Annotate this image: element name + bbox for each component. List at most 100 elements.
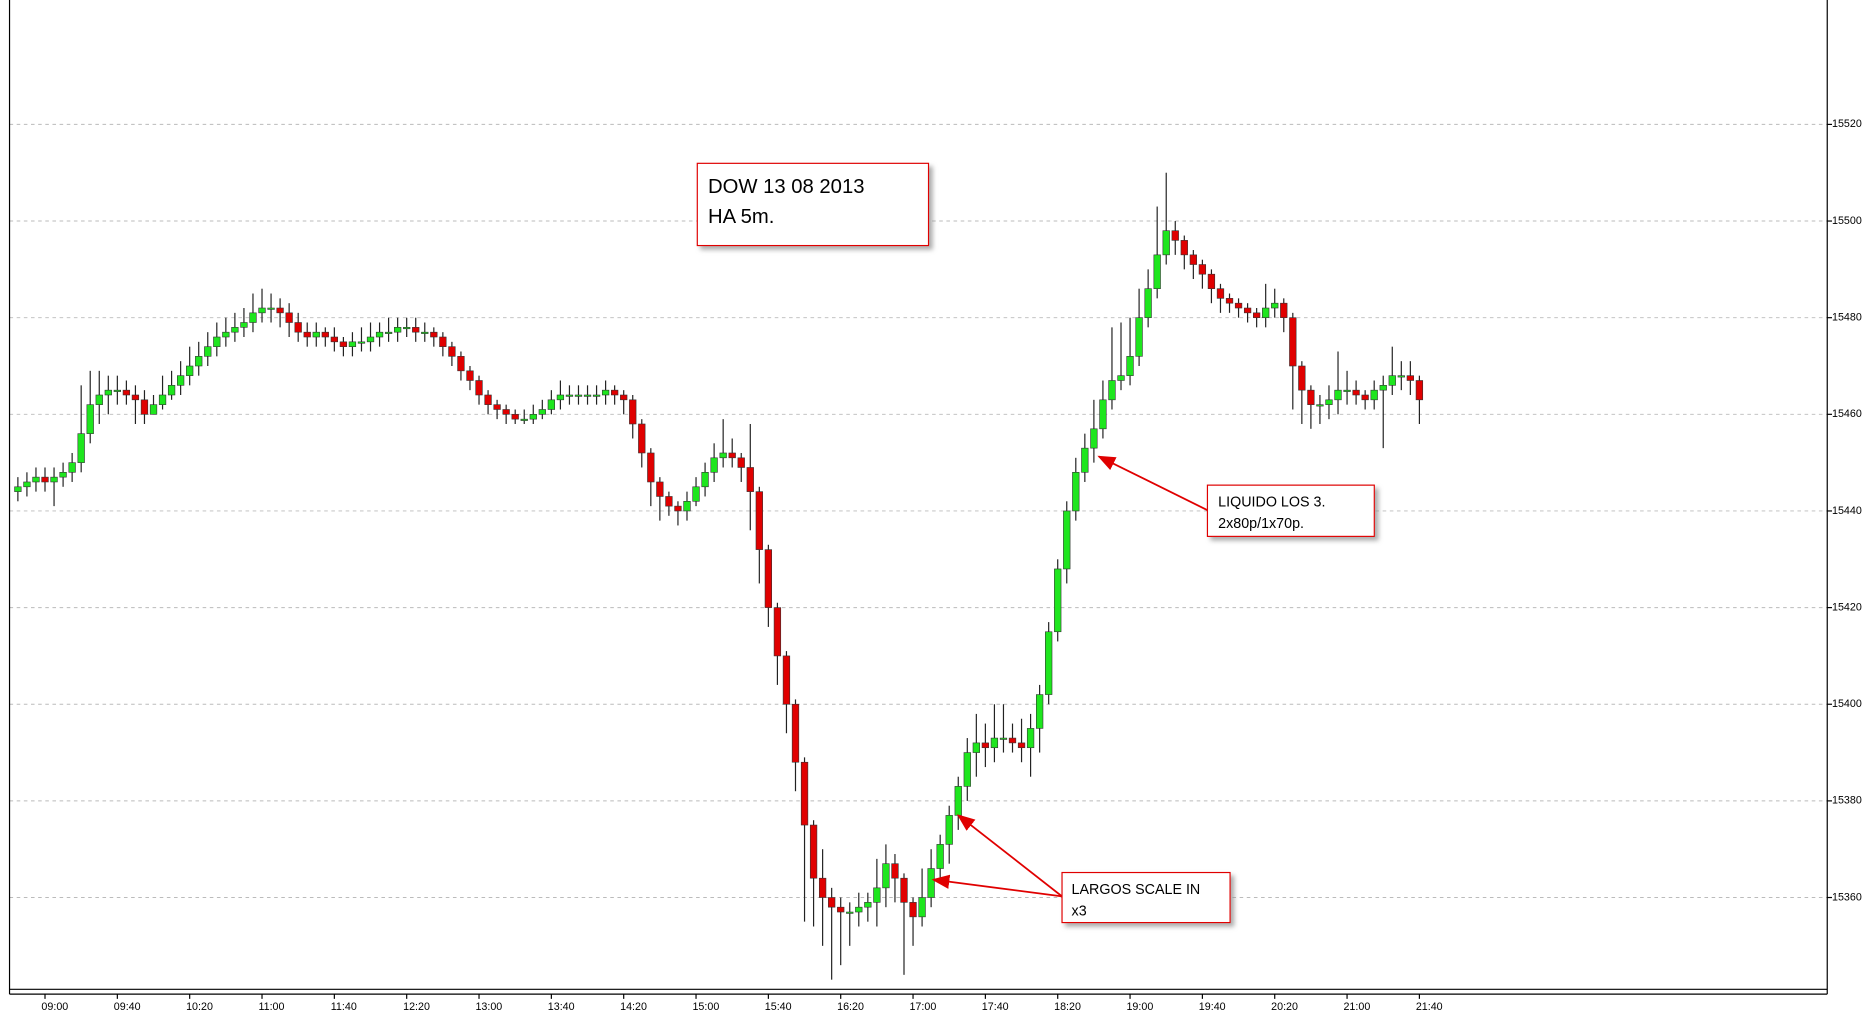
- candle-body: [249, 312, 257, 323]
- candle-body: [149, 404, 158, 415]
- candle-body: [565, 394, 574, 397]
- candle-body: [1316, 404, 1324, 407]
- candle-body: [818, 877, 827, 898]
- candle-body: [855, 906, 863, 913]
- candle-body: [448, 346, 456, 357]
- arrow: [931, 874, 1063, 898]
- candle-body: [909, 902, 917, 918]
- candle-body: [1180, 240, 1188, 256]
- candle-body: [276, 307, 284, 314]
- x-tick-label: 21:00: [1343, 1001, 1370, 1012]
- x-tick-label: 15:00: [692, 1001, 719, 1012]
- candle-body: [68, 462, 76, 473]
- candle-body: [204, 346, 212, 357]
- candle-body: [384, 331, 393, 334]
- candle-body: [846, 911, 854, 914]
- candle-body: [954, 786, 962, 816]
- candle-body: [873, 887, 881, 903]
- candle-body: [14, 486, 22, 492]
- x-tick-label: 21:40: [1416, 1001, 1443, 1012]
- candle-body: [50, 476, 58, 483]
- x-tick-label: 17:40: [982, 1001, 1009, 1012]
- candle-body: [394, 327, 402, 333]
- candle-body: [312, 331, 320, 338]
- candle-body: [656, 481, 664, 497]
- candle-body: [1135, 317, 1143, 357]
- candle-body: [963, 752, 971, 787]
- candle-body: [1343, 389, 1351, 392]
- candle-body: [285, 312, 293, 323]
- candle-body: [493, 404, 501, 410]
- candle-body: [755, 491, 763, 550]
- candle-body: [158, 394, 167, 405]
- candle-body: [104, 389, 112, 396]
- annotation-text: 2x80p/1x70p.: [1218, 516, 1304, 532]
- annotation: LARGOS SCALE IN x3: [1061, 871, 1231, 924]
- candle-body: [484, 394, 492, 405]
- grid: [9, 123, 1828, 898]
- candle-body: [1035, 694, 1044, 729]
- x-tick-label: 16:20: [837, 1001, 864, 1012]
- candle-body: [430, 331, 438, 338]
- candle-body: [1207, 273, 1216, 289]
- candle-body: [710, 457, 718, 473]
- candle-body: [1334, 389, 1342, 401]
- candle-body: [1171, 230, 1179, 241]
- candle-body: [547, 399, 555, 410]
- x-tick-label: 17:00: [909, 1001, 936, 1012]
- candle-body: [258, 307, 266, 314]
- y-tick-label: 15380: [1832, 795, 1862, 807]
- y-tick-label: 15400: [1832, 698, 1862, 710]
- candle-body: [809, 824, 818, 879]
- candle-body: [403, 327, 411, 330]
- candle-body: [1298, 365, 1306, 391]
- candle-body: [945, 815, 953, 845]
- annotation-text: LARGOS SCALE IN: [1072, 882, 1201, 898]
- candle-body: [882, 863, 890, 889]
- candle-body: [231, 327, 239, 333]
- candle-body: [375, 331, 384, 338]
- candle-body: [1162, 230, 1170, 256]
- annotation-text: x3: [1072, 903, 1087, 919]
- candle-body: [1189, 254, 1197, 265]
- candle-body: [1271, 302, 1279, 309]
- candle-body: [728, 452, 736, 459]
- candle-body: [791, 703, 800, 763]
- candle-body: [583, 394, 592, 397]
- candle-body: [1379, 385, 1387, 391]
- x-tick-label: 11:00: [258, 1001, 284, 1012]
- candle-body: [574, 394, 583, 397]
- candle-body: [999, 737, 1008, 740]
- candle-body: [864, 902, 872, 908]
- y-tick-label: 15360: [1832, 891, 1862, 903]
- candle-body: [412, 327, 420, 333]
- x-tick-label: 09:40: [114, 1001, 141, 1012]
- candle-body: [1406, 375, 1414, 381]
- candle-body: [674, 505, 682, 512]
- candle-body: [502, 409, 510, 415]
- candle-body: [267, 307, 275, 310]
- candle-body: [601, 389, 610, 396]
- candle-body: [95, 394, 103, 405]
- candle-body: [782, 655, 791, 705]
- y-tick-label: 15420: [1832, 601, 1862, 613]
- candle-body: [701, 472, 709, 488]
- candle-body: [1307, 389, 1315, 405]
- x-axis: 09:00 09:40 10:20 11:00 11:40 12:20 13:00 13:40…: [41, 994, 1443, 1012]
- x-tick-label: 15:40: [765, 1001, 792, 1012]
- candle-body: [357, 341, 366, 344]
- candle-body: [1008, 737, 1017, 744]
- candle-body: [23, 481, 31, 488]
- candle-body: [1361, 394, 1369, 401]
- candle-body: [1144, 288, 1152, 318]
- candle-body: [665, 496, 673, 507]
- x-tick-label: 19:00: [1126, 1001, 1153, 1012]
- x-tick-label: 13:40: [548, 1001, 575, 1012]
- y-tick-label: 15500: [1832, 215, 1862, 227]
- candle-body: [620, 394, 628, 401]
- candle-body: [167, 385, 176, 396]
- candle-body: [1081, 447, 1089, 473]
- candle-body: [647, 452, 655, 483]
